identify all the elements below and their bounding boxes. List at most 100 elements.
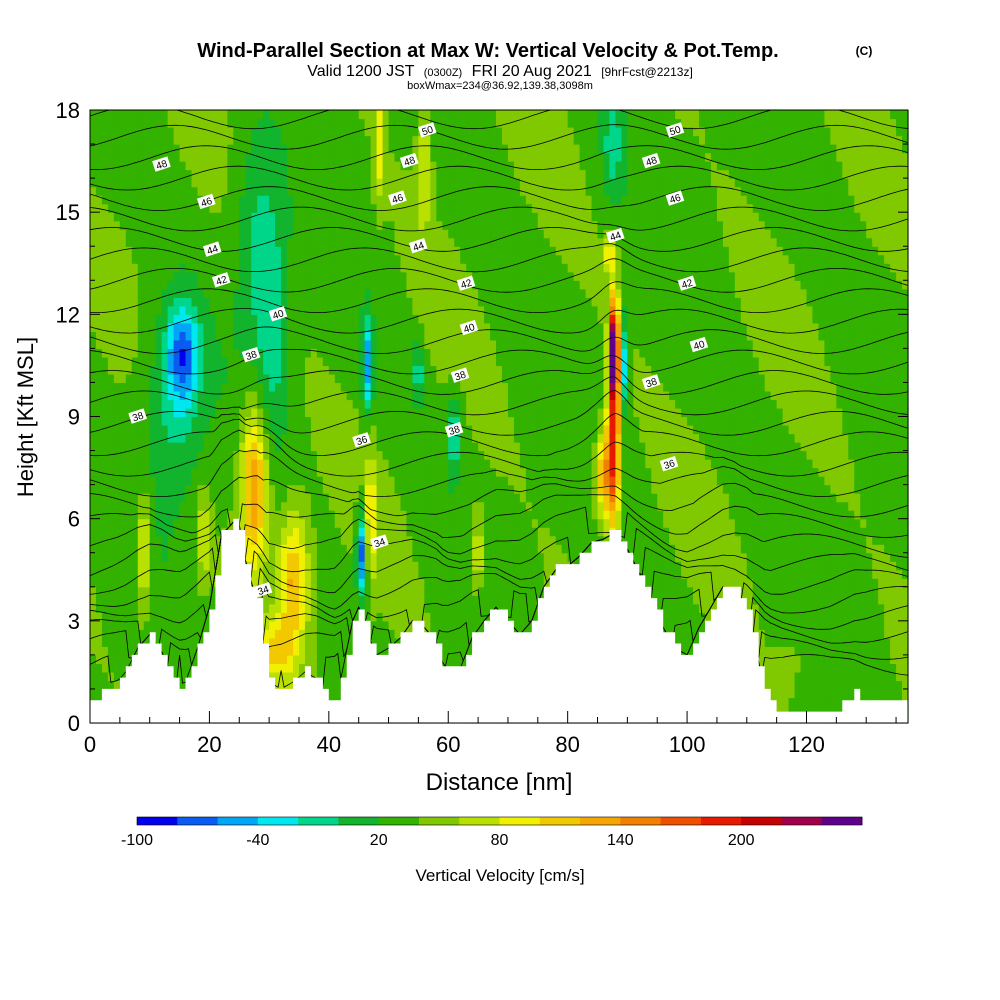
w-cell <box>406 280 414 290</box>
w-cell <box>149 561 157 571</box>
w-cell <box>412 561 419 571</box>
w-cell <box>125 484 133 494</box>
w-cell <box>466 646 473 656</box>
w-cell <box>376 459 384 469</box>
w-cell <box>245 407 252 418</box>
w-cell <box>185 484 193 494</box>
w-cell <box>358 220 366 230</box>
w-cell <box>304 229 312 239</box>
w-cell <box>197 322 205 332</box>
w-cell <box>203 161 211 171</box>
w-cell <box>245 527 252 537</box>
w-cell <box>418 569 425 579</box>
w-cell <box>287 390 294 401</box>
w-cell <box>101 331 109 341</box>
w-cell <box>155 254 163 264</box>
w-cell <box>131 237 139 247</box>
w-cell <box>173 561 181 571</box>
w-cell <box>149 569 157 579</box>
w-cell <box>310 356 318 367</box>
w-cell <box>478 382 485 392</box>
w-cell <box>316 331 324 341</box>
w-cell <box>107 442 115 452</box>
w-cell <box>287 220 294 230</box>
w-cell <box>346 552 354 562</box>
w-cell <box>400 518 408 528</box>
w-cell <box>107 407 115 418</box>
w-cell <box>215 322 222 332</box>
w-cell <box>131 535 139 545</box>
w-cell <box>382 161 390 171</box>
w-cell <box>203 620 211 630</box>
w-cell <box>328 561 336 571</box>
w-cell <box>334 399 342 409</box>
w-cell <box>185 263 193 273</box>
w-cell <box>382 348 390 358</box>
w-cell <box>245 331 252 341</box>
w-cell <box>257 118 264 128</box>
w-cell <box>257 186 264 196</box>
w-cell <box>460 425 467 435</box>
w-cell <box>442 535 449 545</box>
w-cell <box>281 152 288 162</box>
w-cell <box>304 161 312 171</box>
w-cell <box>197 518 205 528</box>
w-cell <box>173 484 181 494</box>
w-cell <box>95 569 103 579</box>
w-cell <box>352 271 360 281</box>
w-cell <box>95 493 103 503</box>
w-cell <box>125 280 133 290</box>
w-cell <box>90 544 97 554</box>
w-cell <box>263 271 270 281</box>
w-cell <box>257 561 264 571</box>
w-cell <box>209 288 216 298</box>
w-cell <box>304 314 312 324</box>
w-cell <box>394 450 402 460</box>
w-cell <box>442 271 449 281</box>
w-cell <box>113 237 121 247</box>
w-cell <box>281 561 288 571</box>
w-cell <box>478 561 485 571</box>
w-cell <box>281 322 288 332</box>
w-cell <box>125 314 133 324</box>
w-cell <box>490 442 497 452</box>
w-cell <box>388 314 396 324</box>
w-cell <box>322 322 330 332</box>
w-cell <box>161 476 169 486</box>
w-cell <box>346 297 354 307</box>
w-cell <box>173 493 181 503</box>
w-cell <box>95 339 103 349</box>
w-cell <box>322 288 330 298</box>
w-cell <box>263 203 270 213</box>
w-cell <box>352 178 360 188</box>
w-cell <box>161 518 169 528</box>
w-cell <box>233 442 240 452</box>
w-cell <box>388 271 396 281</box>
w-cell <box>448 595 455 605</box>
w-cell <box>316 442 324 452</box>
w-cell <box>191 373 199 384</box>
w-cell <box>352 518 360 528</box>
w-cell <box>358 476 366 486</box>
w-cell <box>304 110 312 120</box>
w-cell <box>382 305 390 315</box>
w-cell <box>185 450 193 460</box>
w-cell <box>269 663 276 673</box>
w-cell <box>263 510 270 520</box>
w-cell <box>472 578 479 588</box>
w-cell <box>161 356 169 367</box>
w-cell <box>310 212 318 222</box>
w-cell <box>155 212 163 222</box>
w-cell <box>496 356 503 367</box>
w-cell <box>179 152 187 162</box>
w-cell <box>179 578 187 588</box>
w-cell <box>125 178 133 188</box>
w-cell <box>233 288 240 298</box>
w-cell <box>364 578 372 588</box>
w-cell <box>484 450 491 460</box>
w-cell <box>203 229 211 239</box>
w-cell <box>424 527 431 537</box>
w-cell <box>484 510 491 520</box>
w-cell <box>149 195 157 205</box>
w-cell <box>490 331 497 341</box>
